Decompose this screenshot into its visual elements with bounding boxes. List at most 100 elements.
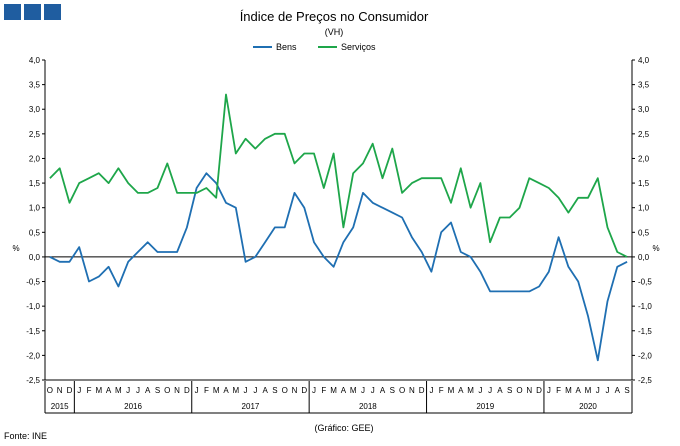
logo-block xyxy=(44,4,61,20)
y-tick-label-left: -0,5 xyxy=(26,278,40,287)
y-tick-label-left: 2,5 xyxy=(29,130,41,139)
x-tick-label: D xyxy=(536,386,542,395)
y-tick-label-left: 2,0 xyxy=(29,154,41,163)
x-tick-label: N xyxy=(57,386,63,395)
series-line-bens xyxy=(49,172,628,362)
x-tick-label: A xyxy=(497,386,503,395)
y-axis-label-right: % xyxy=(652,244,659,253)
y-tick-label-right: 2,5 xyxy=(638,130,650,139)
x-tick-label: M xyxy=(232,386,239,395)
x-tick-label: A xyxy=(262,386,268,395)
logo-block xyxy=(4,4,21,20)
year-label: 2017 xyxy=(242,402,260,411)
y-tick-label-right: 4,0 xyxy=(638,56,650,65)
legend: Bens Serviços xyxy=(253,42,376,52)
x-tick-label: J xyxy=(312,386,316,395)
year-label: 2019 xyxy=(476,402,494,411)
y-tick-label-right: -2,0 xyxy=(638,351,652,360)
x-tick-label: S xyxy=(624,386,629,395)
x-tick-label: A xyxy=(341,386,347,395)
x-tick-label: S xyxy=(155,386,160,395)
x-tick-label: M xyxy=(467,386,474,395)
y-tick-label-left: -2,5 xyxy=(26,376,40,385)
chart-subtitle: (VH) xyxy=(325,27,344,37)
x-tick-label: M xyxy=(448,386,455,395)
y-tick-label-left: -2,0 xyxy=(26,351,40,360)
x-tick-label: A xyxy=(615,386,621,395)
x-tick-label: F xyxy=(321,386,326,395)
x-tick-label: J xyxy=(136,386,140,395)
y-tick-label-right: -2,5 xyxy=(638,376,652,385)
y-tick-label-left: 3,5 xyxy=(29,81,41,90)
legend-label-servicos: Serviços xyxy=(341,42,376,52)
x-tick-label: J xyxy=(606,386,610,395)
y-tick-label-left: 0,0 xyxy=(29,253,41,262)
y-tick-label-left: 4,0 xyxy=(29,56,41,65)
y-tick-label-left: 1,0 xyxy=(29,204,41,213)
x-tick-label: J xyxy=(244,386,248,395)
x-tick-label: N xyxy=(174,386,180,395)
x-tick-label: S xyxy=(390,386,395,395)
y-tick-label-left: -1,5 xyxy=(26,327,40,336)
x-tick-label: O xyxy=(164,386,170,395)
x-tick-label: M xyxy=(585,386,592,395)
x-tick-label: S xyxy=(272,386,277,395)
y-tick-label-left: -1,0 xyxy=(26,302,40,311)
x-tick-label: O xyxy=(282,386,288,395)
x-tick-label: F xyxy=(439,386,444,395)
x-tick-label: F xyxy=(556,386,561,395)
y-tick-label-right: 0,0 xyxy=(638,253,650,262)
x-tick-label: A xyxy=(458,386,464,395)
chart-title: Índice de Preços no Consumidor xyxy=(240,9,429,24)
x-tick-label: D xyxy=(301,386,307,395)
source-note: Fonte: INE xyxy=(4,431,47,441)
x-tick-label: M xyxy=(565,386,572,395)
logo-block xyxy=(24,4,41,20)
x-tick-label: D xyxy=(67,386,73,395)
x-tick-label: F xyxy=(87,386,92,395)
y-tick-label-right: 3,0 xyxy=(638,105,650,114)
x-tick-label: J xyxy=(596,386,600,395)
x-tick-label: A xyxy=(576,386,582,395)
gee-logo-icon xyxy=(4,4,61,20)
x-tick-label: A xyxy=(380,386,386,395)
y-tick-label-right: 1,0 xyxy=(638,204,650,213)
x-tick-label: J xyxy=(253,386,257,395)
axes: 4,0 4,0 3,5 3,5 3,0 3,0 2,5 2,5 2,0 2,0 1,5 1,5 1,0 1… xyxy=(26,56,652,414)
y-tick-label-left: 0,5 xyxy=(29,228,41,237)
x-tick-label: J xyxy=(371,386,375,395)
x-tick-label: J xyxy=(429,386,433,395)
x-tick-label: O xyxy=(399,386,405,395)
legend-label-bens: Bens xyxy=(276,42,297,52)
year-label: 2015 xyxy=(51,402,69,411)
x-tick-label: F xyxy=(204,386,209,395)
y-tick-label-right: -1,5 xyxy=(638,327,652,336)
y-tick-label-right: -0,5 xyxy=(638,278,652,287)
x-tick-label: N xyxy=(526,386,532,395)
y-tick-label-right: 3,5 xyxy=(638,81,650,90)
x-tick-label: D xyxy=(184,386,190,395)
year-label: 2018 xyxy=(359,402,377,411)
x-tick-label: J xyxy=(361,386,365,395)
y-tick-label-right: 1,5 xyxy=(638,179,650,188)
x-tick-label: A xyxy=(106,386,112,395)
x-tick-label: J xyxy=(547,386,551,395)
y-tick-label-left: 1,5 xyxy=(29,179,41,188)
chart-credit: (Gráfico: GEE) xyxy=(314,423,373,433)
x-tick-label: J xyxy=(488,386,492,395)
x-tick-label: N xyxy=(292,386,298,395)
series-line-servicos xyxy=(49,93,628,258)
x-tick-label: J xyxy=(126,386,130,395)
x-tick-label: M xyxy=(213,386,220,395)
x-tick-label: J xyxy=(77,386,81,395)
y-axis-label-left: % xyxy=(12,244,19,253)
series-lines xyxy=(49,93,628,362)
x-tick-label: J xyxy=(478,386,482,395)
x-tick-label: J xyxy=(195,386,199,395)
x-tick-label: S xyxy=(507,386,512,395)
x-tick-label: M xyxy=(330,386,337,395)
year-label: 2020 xyxy=(579,402,597,411)
y-tick-label-right: 0,5 xyxy=(638,228,650,237)
x-tick-label: M xyxy=(95,386,102,395)
